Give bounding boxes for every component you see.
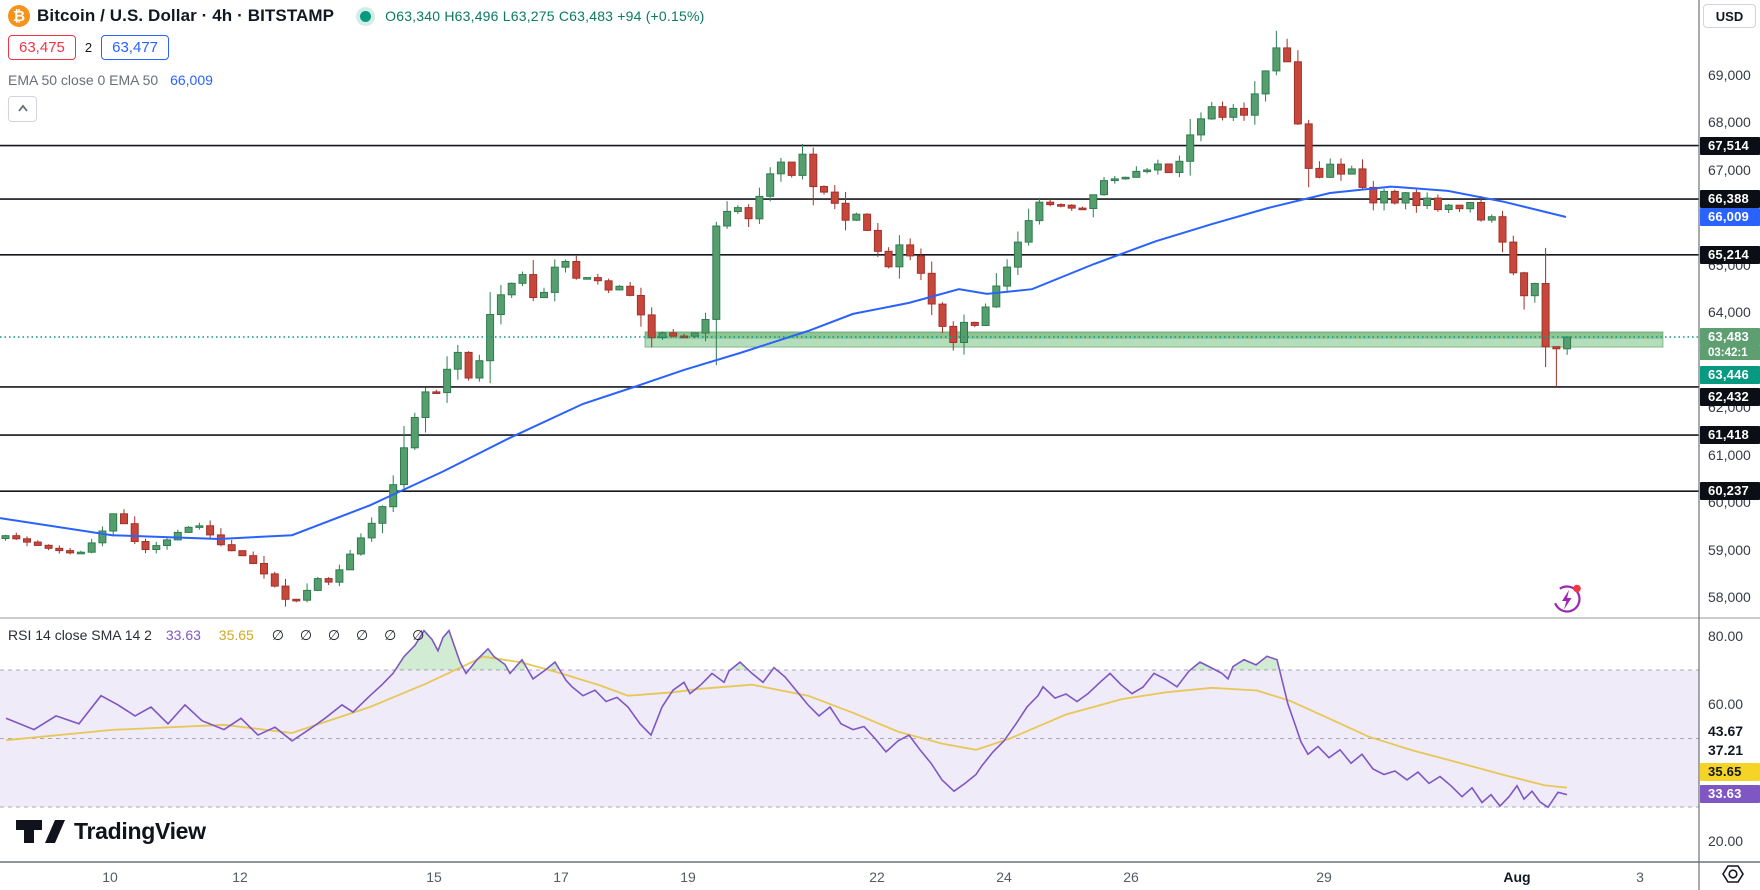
rsi-overbought-fill — [396, 632, 462, 670]
time-tick: 19 — [680, 869, 696, 885]
price-tick: 64,000 — [1708, 304, 1751, 320]
time-tick: 26 — [1123, 869, 1139, 885]
rsi-tick: 80.00 — [1708, 628, 1744, 644]
rsi-line[interactable] — [5, 629, 1568, 809]
rsi-overbought-fill — [732, 663, 747, 670]
level-badge[interactable]: 66,388 — [1700, 190, 1760, 208]
currency-unit-button[interactable]: USD — [1703, 4, 1756, 28]
rsi-empty-values: ∅ ∅ ∅ ∅ ∅ ∅ — [271, 627, 431, 643]
ema-legend-label: EMA 50 close 0 EMA 50 — [8, 72, 159, 88]
rsi-tick: 20.00 — [1708, 833, 1744, 849]
time-tick: 29 — [1316, 869, 1332, 885]
supply-zone-drawing[interactable] — [644, 331, 1664, 348]
chart-legend: ₿ Bitcoin / U.S. Dollar · 4h · BITSTAMP … — [8, 4, 705, 122]
ohlc-values: O63,340 H63,496 L63,275 C63,483 +94 (+0.… — [385, 8, 705, 24]
ema-line[interactable] — [0, 185, 1567, 541]
time-tick: Aug — [1503, 869, 1531, 885]
rsi-overbought-fill — [546, 662, 558, 670]
collapse-legend-button[interactable] — [8, 96, 37, 122]
price-tick: 61,000 — [1708, 447, 1751, 463]
time-tick: 24 — [996, 869, 1012, 885]
axis-settings-icon[interactable] — [1716, 861, 1752, 888]
tradingview-logo-mark — [16, 820, 65, 843]
bitcoin-icon: ₿ — [8, 5, 30, 27]
tradingview-logo-text: TradingView — [74, 817, 206, 844]
chevron-up-icon — [17, 104, 28, 112]
price-tick: 68,000 — [1708, 114, 1751, 130]
rsi-ma-line[interactable] — [5, 655, 1568, 789]
price-tick: 69,000 — [1708, 67, 1751, 83]
ask-button[interactable]: 63,477 — [101, 35, 170, 60]
rsi-tick: 43.67 — [1708, 723, 1760, 739]
level-badge[interactable]: 65,214 — [1700, 246, 1760, 264]
rsi-overbought-fill — [471, 650, 507, 670]
price-tick: 59,000 — [1708, 542, 1751, 558]
tradingview-logo[interactable]: TradingView — [14, 817, 206, 845]
price-tick: 67,000 — [1708, 162, 1751, 178]
rsi-legend[interactable]: RSI 14 close SMA 14 2 33.63 35.65 ∅ ∅ ∅ … — [8, 627, 430, 644]
last-price-badge[interactable]: 63,483 — [1700, 328, 1760, 346]
time-tick: 22 — [869, 869, 885, 885]
rsi-value: 33.63 — [165, 627, 201, 643]
symbol-title[interactable]: Bitcoin / U.S. Dollar · 4h · BITSTAMP — [37, 6, 335, 25]
ema-legend[interactable]: EMA 50 close 0 EMA 50 66,009 — [8, 72, 705, 88]
rsi-value-badge[interactable]: 35.65 — [1700, 763, 1760, 781]
bid-button[interactable]: 63,475 — [8, 35, 76, 60]
price-tick: 58,000 — [1708, 589, 1751, 605]
rsi-overbought-fill — [1233, 657, 1278, 670]
alert-price-badge[interactable]: 63,446 — [1700, 366, 1760, 384]
time-tick: 15 — [426, 869, 442, 885]
level-badge[interactable]: 61,418 — [1700, 426, 1760, 444]
rsi-overbought-fill — [1191, 662, 1215, 670]
level-badge[interactable]: 62,432 — [1700, 388, 1760, 406]
bar-countdown: 03:42:1 — [1700, 346, 1760, 360]
spread-value: 2 — [84, 40, 93, 55]
flash-alert-icon[interactable] — [1549, 580, 1587, 618]
time-tick: 3 — [1636, 869, 1644, 885]
candlestick-series[interactable] — [1, 30, 1572, 607]
time-tick: 12 — [232, 869, 248, 885]
rsi-value-badge[interactable]: 33.63 — [1700, 785, 1760, 803]
rsi-ma-value: 35.65 — [218, 627, 254, 643]
time-tick: 10 — [102, 869, 118, 885]
rsi-tick: 37.21 — [1708, 742, 1760, 758]
ema-legend-value: 66,009 — [170, 72, 213, 88]
supply-zone-top — [645, 331, 1663, 339]
rsi-legend-label: RSI 14 close SMA 14 2 — [8, 627, 152, 643]
level-badge[interactable]: 67,514 — [1700, 137, 1760, 155]
ema-value-badge[interactable]: 66,009 — [1700, 208, 1760, 226]
level-badge[interactable]: 60,237 — [1700, 482, 1760, 500]
time-tick: 17 — [553, 869, 569, 885]
rsi-tick: 60.00 — [1708, 696, 1744, 712]
market-status-icon[interactable] — [360, 10, 372, 22]
